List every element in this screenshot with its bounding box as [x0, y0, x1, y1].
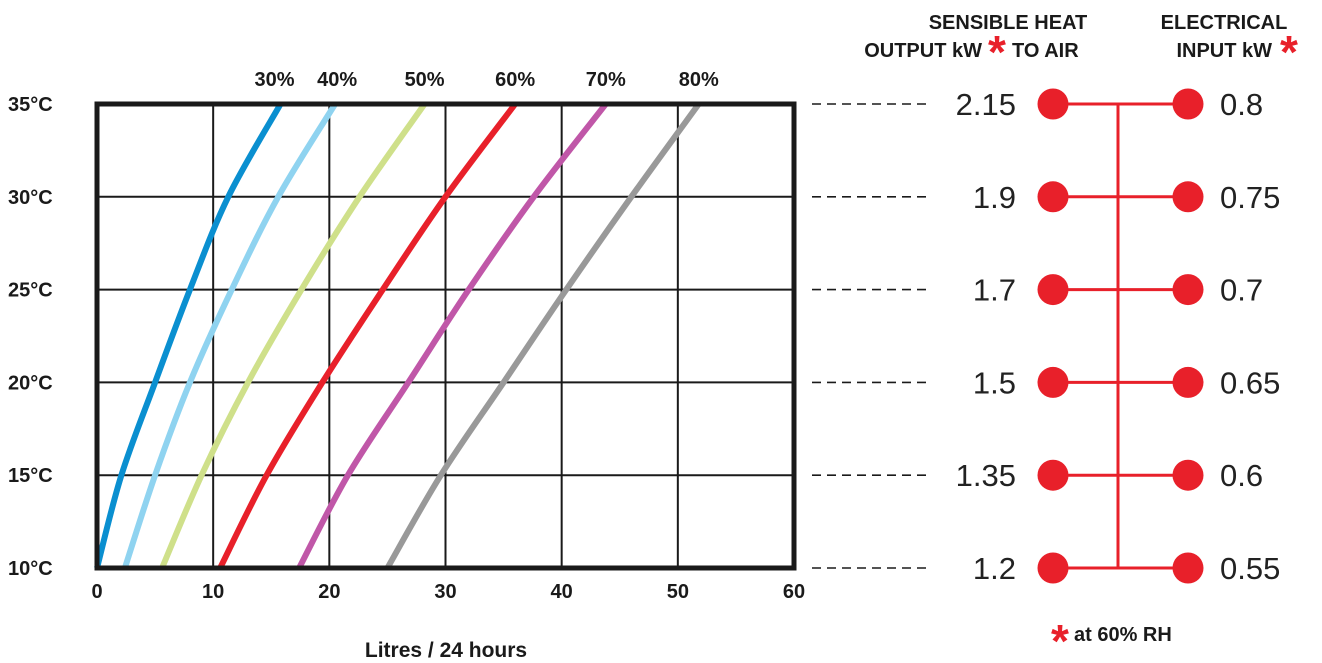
series-label: 70%	[586, 69, 626, 91]
electrical-marker	[1172, 274, 1204, 306]
electrical-header-line2: INPUT kW	[1176, 40, 1272, 62]
sensible-header-line1: SENSIBLE HEAT	[929, 12, 1088, 34]
x-tick-label: 50	[667, 581, 689, 603]
footnote-text: at 60% RH	[1074, 624, 1172, 646]
series-label: 50%	[405, 69, 445, 91]
y-tick-labels: 10°C 15°C 20°C 25°C 30°C 35°C	[8, 94, 53, 580]
x-tick-labels: 0 10 20 30 40 50 60	[91, 581, 805, 603]
y-tick-label: 10°C	[8, 558, 53, 580]
electrical-value: 0.65	[1220, 365, 1280, 400]
series-labels: 30% 40% 50% 60% 70% 80%	[255, 69, 719, 91]
x-tick-label: 40	[551, 581, 573, 603]
sensible-marker	[1037, 459, 1069, 491]
series-line-4	[217, 102, 518, 570]
electrical-value: 0.6	[1220, 458, 1263, 493]
electrical-marker	[1172, 88, 1204, 120]
sensible-value: 2.15	[956, 87, 1016, 122]
sensible-marker	[1037, 552, 1069, 584]
electrical-value: 0.7	[1220, 273, 1263, 308]
electrical-value: 0.55	[1220, 551, 1280, 586]
electrical-marker	[1172, 552, 1204, 584]
sensible-value: 1.7	[973, 273, 1016, 308]
series-label: 60%	[495, 69, 535, 91]
sensible-marker	[1037, 88, 1069, 120]
y-tick-label: 15°C	[8, 465, 53, 487]
series-label: 40%	[317, 69, 357, 91]
sensible-header-line2a: OUTPUT kW	[864, 40, 982, 62]
sensible-value: 1.9	[973, 180, 1016, 215]
series-line-6	[384, 102, 702, 570]
footnote-asterisk: *	[1051, 615, 1069, 663]
sensible-value: 1.2	[973, 551, 1016, 586]
electrical-value: 0.75	[1220, 180, 1280, 215]
y-tick-label: 30°C	[8, 187, 53, 209]
x-tick-label: 20	[318, 581, 340, 603]
series-line-3	[159, 102, 428, 570]
plot-frame	[94, 101, 797, 571]
series-line-2	[122, 102, 338, 569]
sensible-marker	[1037, 274, 1069, 306]
chart-curves	[94, 102, 702, 570]
side-table: 2.15 0.8 1.9 0.75 1.7 0.7 1.5 0.65 1.35 0.6 1.2 0.5…	[812, 87, 1280, 586]
electrical-marker	[1172, 181, 1204, 213]
y-tick-label: 25°C	[8, 280, 53, 302]
series-label: 80%	[679, 69, 719, 91]
sensible-header-asterisk: *	[988, 26, 1006, 78]
sensible-marker	[1037, 181, 1069, 213]
sensible-marker	[1037, 366, 1069, 398]
series-line-1	[94, 102, 284, 569]
sensible-value: 1.5	[973, 365, 1016, 400]
sensible-header-line2b: TO AIR	[1012, 40, 1079, 62]
x-tick-label: 60	[783, 581, 805, 603]
y-tick-label: 20°C	[8, 372, 53, 394]
electrical-marker	[1172, 366, 1204, 398]
electrical-value: 0.8	[1220, 87, 1263, 122]
x-axis-label: Litres / 24 hours	[365, 639, 527, 662]
chart-grid	[96, 103, 795, 569]
series-line-5	[296, 102, 609, 570]
x-tick-label: 30	[434, 581, 456, 603]
y-tick-label: 35°C	[8, 94, 53, 116]
x-tick-label: 0	[91, 581, 102, 603]
electrical-header-asterisk: *	[1280, 26, 1298, 78]
electrical-marker	[1172, 459, 1204, 491]
sensible-value: 1.35	[956, 458, 1016, 493]
x-tick-label: 10	[202, 581, 224, 603]
series-label: 30%	[255, 69, 295, 91]
electrical-header-line1: ELECTRICAL	[1161, 12, 1288, 34]
